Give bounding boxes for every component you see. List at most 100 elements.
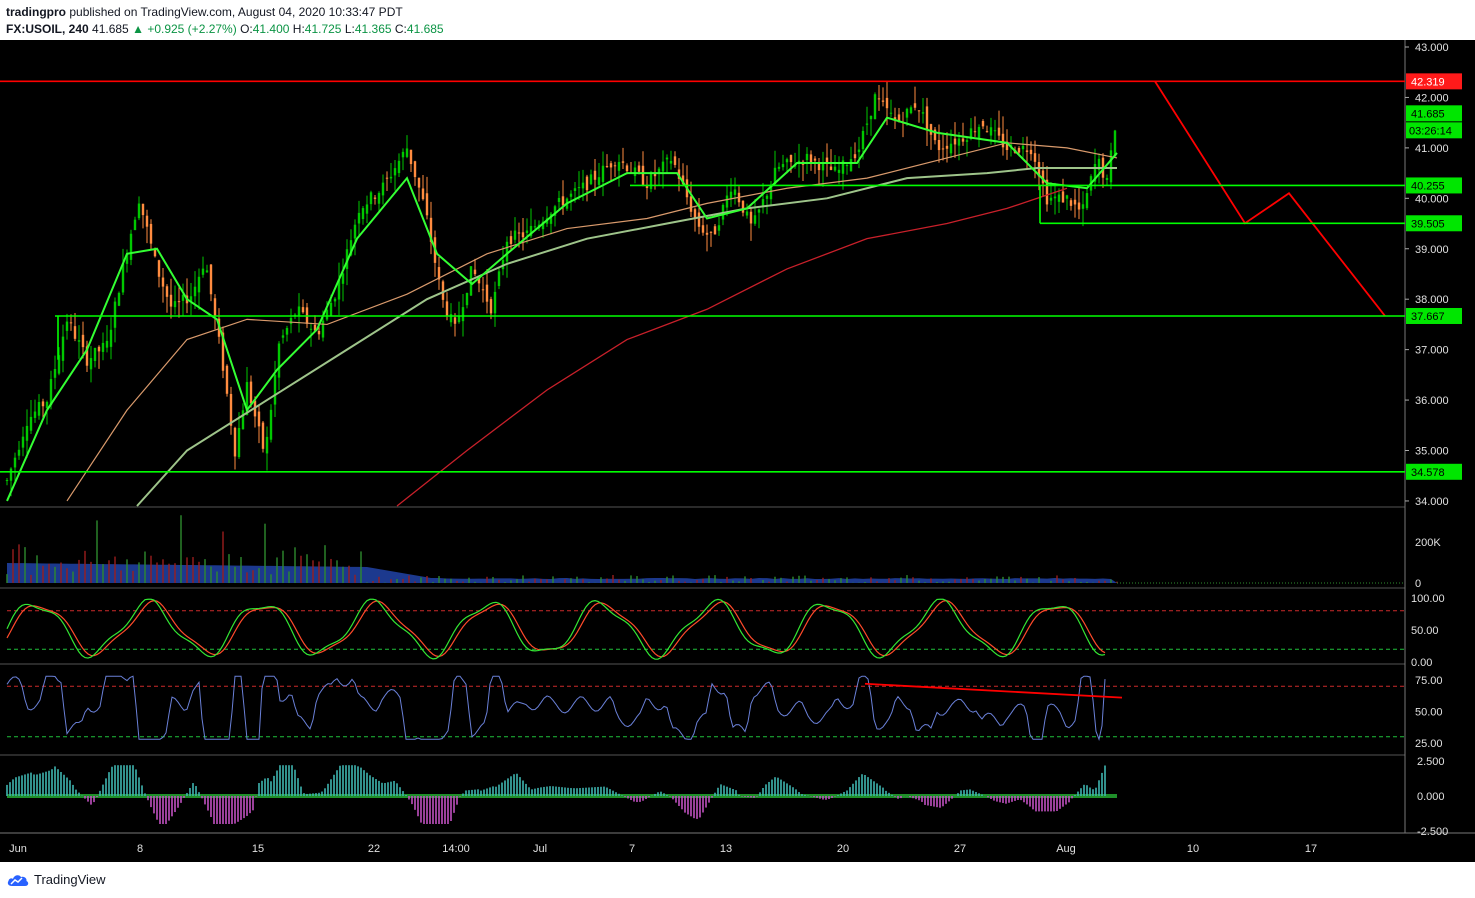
level-lines[interactable]: 42.319 40.255 39.505 37.667 34.578 41.685 03:2… (0, 73, 1462, 480)
time-tick-label: 7 (629, 843, 635, 855)
candle-body (1109, 150, 1113, 183)
candle-body (589, 174, 593, 185)
price-axis[interactable]: 43.000 42.000 41.000 40.000 39.000 38.000 37.0… (1405, 42, 1449, 838)
candle-body (481, 289, 485, 291)
candle-body (365, 204, 369, 214)
candle-body (489, 299, 493, 314)
volume-tick-label: 0 (1415, 578, 1421, 590)
candle-body (389, 176, 393, 179)
level-label-box (1406, 307, 1462, 324)
subpanes (6, 515, 1405, 824)
candle-body (421, 188, 425, 200)
candle-body (617, 162, 621, 171)
candle-body (249, 381, 253, 404)
chart-area[interactable]: 42.319 40.255 39.505 37.667 34.578 41.685 03:2… (0, 40, 1475, 862)
candle-body (21, 436, 25, 448)
candle-body (689, 196, 693, 212)
candle-body (857, 149, 861, 153)
countdown-box (1406, 122, 1462, 139)
candle-body (41, 401, 45, 407)
candle-body (781, 164, 785, 168)
publisher-name[interactable]: tradingpro (6, 5, 66, 19)
candle-body (533, 226, 537, 228)
candle-body (809, 154, 813, 164)
level-label: 37.667 (1411, 311, 1445, 323)
stoch-tick-label: 50.00 (1411, 625, 1439, 637)
candle-body (353, 224, 357, 239)
time-axis[interactable]: Jun 8 15 22 14:00 Jul 7 13 20 27 Aug 10 17 (9, 843, 1317, 855)
last-price-label: 41.685 (1411, 108, 1445, 120)
candle-body (109, 329, 113, 347)
candle-body (525, 230, 529, 233)
candle-body (189, 296, 193, 302)
time-tick-label: Jul (533, 843, 547, 855)
candle-body (437, 267, 441, 280)
macd-tick-label: -2.500 (1417, 826, 1448, 838)
candle-body (497, 271, 501, 286)
candle-body (889, 112, 893, 114)
candle-body (753, 215, 757, 224)
candle-body (337, 279, 341, 300)
candle-body (297, 306, 301, 317)
candle-body (213, 298, 217, 317)
candle-body (405, 148, 409, 157)
candle-body (277, 343, 281, 378)
candle-body (181, 294, 185, 301)
candle-body (5, 480, 9, 482)
candle-body (833, 166, 837, 171)
price-change: +0.925 (+2.27%) (147, 22, 237, 36)
candle-body (509, 236, 513, 244)
candle-body (385, 177, 389, 179)
candle-body (993, 130, 997, 132)
level-label-box (1406, 177, 1462, 194)
candle-body (413, 161, 417, 178)
candle-body (669, 160, 673, 164)
candle-body (13, 457, 17, 468)
candle-body (325, 309, 329, 320)
time-tick-label: 22 (368, 843, 380, 855)
candle-body (237, 427, 241, 458)
chart-svg[interactable]: 42.319 40.255 39.505 37.667 34.578 41.685 03:2… (0, 40, 1475, 862)
candle-body (761, 199, 765, 208)
candle-body (977, 126, 981, 139)
candle-body (1097, 158, 1101, 170)
candle-body (1005, 141, 1009, 151)
candle-body (333, 298, 337, 302)
candle-body (141, 203, 145, 216)
tradingview-logo[interactable]: TradingView (6, 872, 106, 887)
candle-body (81, 334, 85, 348)
candle-body (825, 157, 829, 164)
candle-body (1053, 196, 1057, 199)
candle-body (797, 160, 801, 163)
candle-body (641, 165, 645, 186)
candle-body (725, 195, 729, 208)
candle-body (665, 157, 669, 160)
price-tick-label: 34.000 (1415, 496, 1449, 508)
open-value: 41.400 (252, 22, 290, 36)
open-label: O: (240, 22, 253, 36)
candle-body (441, 281, 445, 300)
candle-body (649, 173, 653, 189)
candle-body (465, 292, 469, 306)
price-tick-label: 40.000 (1415, 193, 1449, 205)
candle-body (597, 177, 601, 185)
macd-tick-label: 2.500 (1417, 756, 1445, 768)
candle-body (713, 226, 717, 235)
candle-body (261, 422, 265, 449)
candle-body (949, 143, 953, 154)
stoch-k-line (6, 598, 1106, 660)
candle-body (893, 117, 897, 120)
candle-body (957, 138, 961, 146)
candle-body (1081, 204, 1085, 209)
candle-body (913, 103, 917, 108)
close-label: C: (394, 22, 407, 36)
rsi-tick-label: 50.00 (1415, 707, 1443, 719)
candle-body (697, 212, 701, 227)
candle-body (581, 182, 585, 189)
cloud-icon (7, 874, 29, 886)
chart-footer: TradingView (0, 862, 1475, 898)
candle-body (765, 195, 769, 199)
candle-body (153, 248, 157, 257)
symbol-name[interactable]: FX:USOIL, 240 (6, 22, 89, 36)
candle-body (1057, 194, 1061, 202)
